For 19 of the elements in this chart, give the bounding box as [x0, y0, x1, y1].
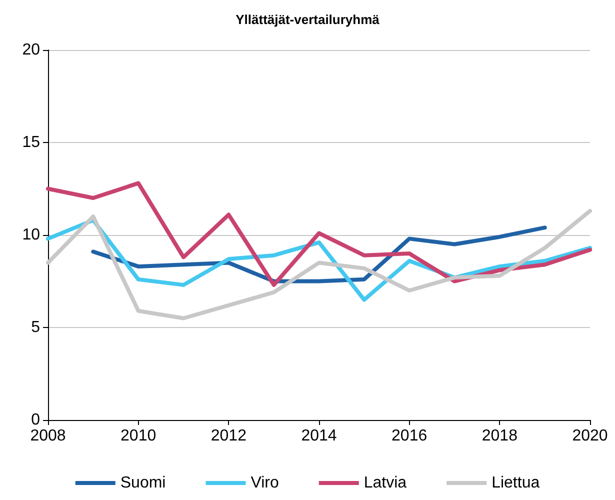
x-tick-label: 2020	[572, 428, 608, 444]
y-tick-label: 0	[31, 412, 40, 428]
line-series	[46, 208, 592, 320]
y-tick-label: 15	[22, 134, 40, 151]
legend-label: Suomi	[120, 474, 166, 492]
x-tick-label: 2010	[120, 428, 156, 444]
legend-label: Viro	[250, 474, 279, 492]
legend-label: Latvia	[364, 474, 407, 492]
y-tick-label: 10	[22, 226, 40, 244]
x-tick-label: 2014	[301, 428, 337, 444]
y-tick-label: 20	[22, 42, 40, 58]
legend-label: Liettua	[492, 474, 540, 492]
x-tick-label: 2008	[30, 428, 66, 444]
x-tick-label: 2018	[482, 428, 518, 444]
y-tick-label: 5	[31, 319, 40, 336]
chart-title: Yllättäjät-vertailuryhmä	[236, 12, 380, 27]
line-series	[46, 181, 592, 287]
x-tick-label: 2016	[392, 428, 428, 444]
x-tick-label: 2012	[210, 428, 247, 444]
